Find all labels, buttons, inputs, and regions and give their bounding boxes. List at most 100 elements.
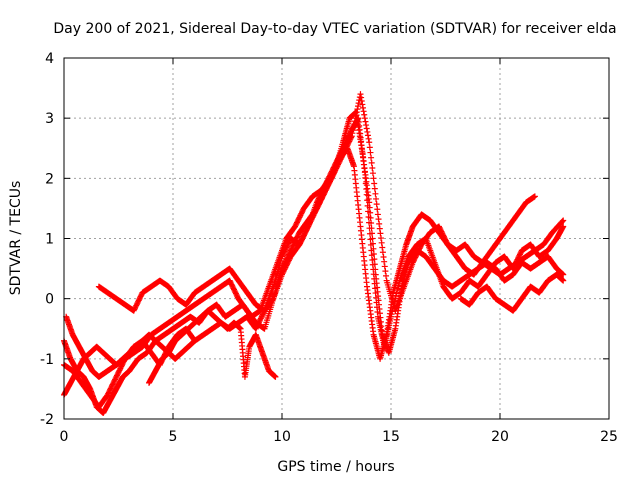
data-point — [365, 135, 372, 142]
data-point — [371, 185, 378, 192]
data-point — [365, 208, 372, 215]
data-point — [366, 139, 373, 146]
data-point — [352, 115, 359, 122]
x-tick-label: 20 — [491, 429, 509, 445]
data-point — [363, 122, 370, 129]
data-point — [361, 111, 368, 118]
series-track-e — [146, 307, 279, 386]
data-point — [350, 124, 357, 131]
data-point — [380, 253, 387, 260]
data-point — [364, 202, 371, 209]
chart-title: Day 200 of 2021, Sidereal Day-to-day VTE… — [53, 21, 616, 37]
data-point — [374, 211, 381, 218]
data-point — [359, 101, 366, 108]
data-point — [377, 230, 384, 237]
data-point — [368, 159, 375, 166]
data-point — [559, 218, 566, 225]
data-point — [366, 219, 373, 226]
series-track-g — [457, 271, 567, 314]
data-point — [360, 108, 367, 115]
data-point — [364, 132, 371, 139]
x-axis-ticks: 0 5 10 15 20 25 — [60, 58, 618, 445]
x-tick-label: 15 — [382, 429, 400, 445]
data-point — [379, 244, 386, 251]
data-point — [373, 195, 380, 202]
data-point — [353, 112, 360, 119]
data-point — [383, 272, 390, 279]
data-point — [367, 149, 374, 156]
x-tick-label: 10 — [273, 429, 291, 445]
data-point — [366, 144, 373, 151]
data-point — [355, 100, 362, 107]
data-point — [378, 235, 385, 242]
y-axis-ticks: -2 -1 0 1 2 3 4 — [40, 51, 609, 428]
data-point — [348, 134, 355, 141]
y-tick-label: -2 — [40, 412, 54, 428]
y-axis-label: SDTVAR / TECUs — [8, 181, 24, 296]
data-point — [364, 197, 371, 204]
data-point — [353, 109, 360, 116]
data-point — [560, 271, 567, 278]
data-point — [379, 249, 386, 256]
data-point — [354, 103, 361, 110]
data-point — [191, 337, 198, 344]
data-point — [351, 121, 358, 128]
x-tick-label: 5 — [169, 429, 178, 445]
data-point — [368, 154, 375, 161]
data-point — [367, 236, 374, 243]
data-point — [366, 230, 373, 237]
data-point — [371, 180, 378, 187]
data-point — [373, 201, 380, 208]
x-tick-label: 25 — [600, 429, 618, 445]
x-axis-label: GPS time / hours — [277, 459, 394, 475]
data-point — [362, 180, 369, 187]
data-point — [381, 258, 388, 265]
data-point — [358, 94, 365, 101]
series-track-f — [61, 331, 198, 398]
y-tick-label: 2 — [45, 171, 54, 187]
series-track-b — [63, 109, 567, 380]
data-markers — [61, 91, 567, 416]
data-point — [363, 191, 370, 198]
y-tick-label: 0 — [45, 292, 54, 308]
data-point — [376, 225, 383, 232]
x-tick-label: 0 — [60, 429, 69, 445]
data-point — [370, 175, 377, 182]
data-point — [372, 190, 379, 197]
data-point — [367, 241, 374, 248]
data-point — [378, 239, 385, 246]
data-point — [357, 91, 364, 98]
data-point — [351, 118, 358, 125]
data-point — [363, 186, 370, 193]
data-point — [366, 225, 373, 232]
data-point — [374, 206, 381, 213]
y-tick-label: 3 — [45, 111, 54, 127]
data-point — [376, 220, 383, 227]
data-point — [531, 193, 538, 200]
data-point — [560, 217, 567, 224]
data-point — [369, 170, 376, 177]
data-point — [354, 106, 361, 113]
data-point — [349, 130, 356, 137]
data-point — [365, 214, 372, 221]
data-point — [560, 277, 567, 284]
data-point — [358, 97, 365, 104]
data-point — [364, 128, 371, 135]
data-point — [369, 165, 376, 172]
data-point — [362, 174, 369, 181]
data-point — [363, 125, 370, 132]
data-point — [382, 268, 389, 275]
data-point — [350, 127, 357, 134]
gridlines — [64, 58, 609, 419]
data-point — [361, 115, 368, 122]
data-point — [359, 104, 366, 111]
series-track-a — [61, 145, 567, 416]
data-point — [361, 169, 368, 176]
y-tick-label: 4 — [45, 51, 54, 67]
data-point — [381, 263, 388, 270]
data-point — [362, 118, 369, 125]
series-track-d — [95, 91, 538, 314]
y-tick-label: -1 — [40, 352, 54, 368]
data-point — [375, 216, 382, 223]
